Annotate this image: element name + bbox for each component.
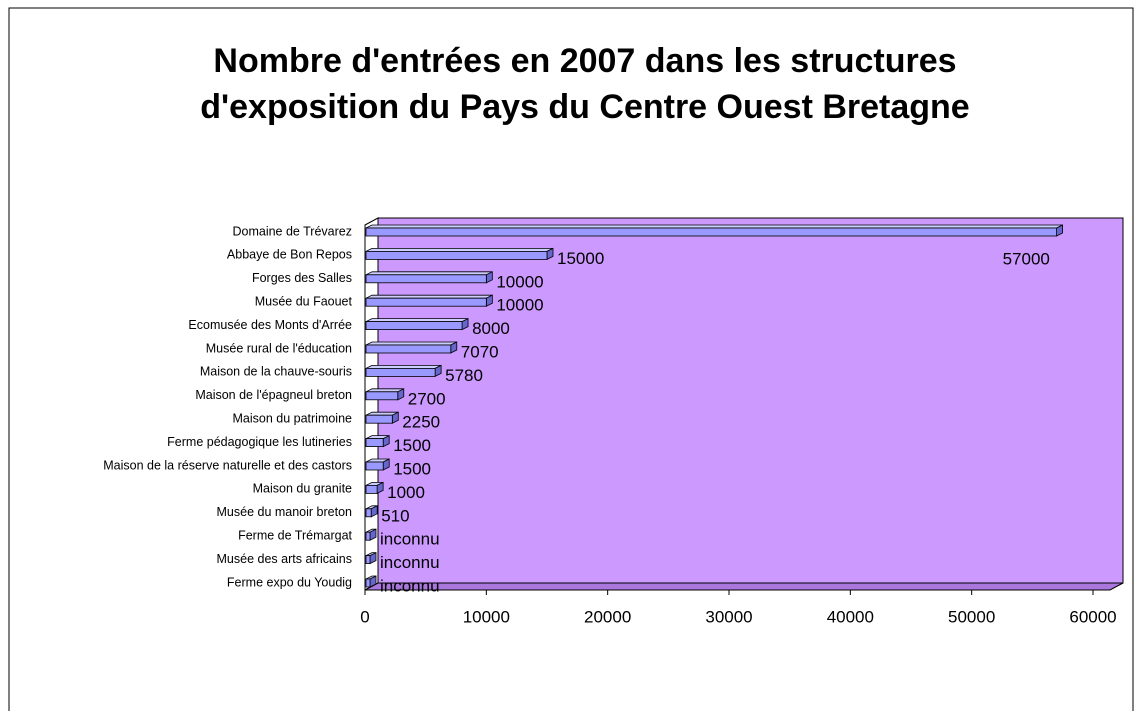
bar-top bbox=[365, 341, 457, 346]
bar-front bbox=[365, 508, 372, 518]
y-tick-label: Musée des arts africains bbox=[217, 552, 352, 566]
value-label: 7070 bbox=[461, 342, 499, 361]
bar bbox=[365, 294, 493, 307]
y-tick-label: Musée du manoir breton bbox=[217, 505, 353, 519]
value-label: 57000 bbox=[1003, 249, 1050, 268]
bar bbox=[365, 528, 377, 541]
bar-front bbox=[365, 391, 399, 401]
value-label: 15000 bbox=[557, 249, 604, 268]
x-tick-label: 0 bbox=[360, 607, 369, 626]
value-label: 10000 bbox=[496, 296, 543, 315]
y-tick-label: Domaine de Trévarez bbox=[232, 224, 352, 238]
y-tick-label: Abbaye de Bon Repos bbox=[227, 248, 352, 262]
y-tick-label: Maison du patrimoine bbox=[232, 411, 352, 425]
x-tick-label: 10000 bbox=[463, 607, 510, 626]
y-tick-label: Forges des Salles bbox=[252, 271, 352, 285]
bar-front bbox=[365, 438, 384, 448]
y-tick-label: Maison du granite bbox=[253, 482, 352, 496]
value-label: 10000 bbox=[496, 272, 543, 291]
bar-front bbox=[365, 321, 463, 331]
bar bbox=[365, 551, 377, 565]
bar-front bbox=[365, 274, 487, 284]
bar-front bbox=[365, 227, 1057, 237]
bar-front bbox=[365, 461, 384, 471]
value-label: 8000 bbox=[472, 319, 510, 338]
x-tick-label: 40000 bbox=[827, 607, 874, 626]
bar-top bbox=[365, 294, 493, 299]
bar bbox=[365, 224, 1063, 237]
value-label: inconnu bbox=[380, 553, 440, 572]
bar-top bbox=[365, 224, 1063, 229]
bar-top bbox=[365, 247, 554, 252]
x-tick-label: 60000 bbox=[1069, 607, 1116, 626]
bar bbox=[365, 364, 442, 378]
bar bbox=[365, 575, 377, 588]
value-label: 1500 bbox=[393, 459, 431, 478]
bar-top bbox=[365, 318, 469, 323]
bar-front bbox=[365, 297, 487, 307]
y-tick-label: Musée rural de l'éducation bbox=[206, 341, 352, 355]
bar bbox=[365, 341, 458, 354]
floor bbox=[364, 582, 1124, 591]
value-label: 2250 bbox=[402, 413, 440, 432]
x-tick-label: 50000 bbox=[948, 607, 995, 626]
bar-top bbox=[365, 364, 442, 369]
bar bbox=[365, 458, 390, 471]
y-tick-label: Ecomusée des Monts d'Arrée bbox=[188, 318, 352, 332]
bar-front bbox=[365, 555, 371, 564]
x-tick-label: 20000 bbox=[584, 607, 631, 626]
y-tick-label: Maison de l'épagneul breton bbox=[195, 388, 352, 402]
bar bbox=[365, 505, 378, 518]
chart-title: Nombre d'entrées en 2007 dans les struct… bbox=[200, 42, 970, 126]
bar-front bbox=[365, 531, 371, 541]
bar-front bbox=[365, 367, 436, 377]
bar bbox=[365, 317, 469, 331]
y-tick-label: Maison de la chauve-souris bbox=[200, 365, 352, 379]
value-label: 2700 bbox=[408, 389, 446, 408]
bar-front bbox=[365, 344, 452, 354]
bar-front bbox=[365, 578, 371, 588]
bar-front bbox=[365, 414, 393, 424]
bar-front bbox=[365, 250, 548, 260]
bar bbox=[365, 411, 399, 424]
bar-top bbox=[365, 271, 493, 276]
bar bbox=[365, 388, 405, 401]
x-tick-label: 30000 bbox=[705, 607, 752, 626]
y-tick-label: Ferme de Trémargat bbox=[238, 528, 352, 542]
value-label: 1000 bbox=[387, 483, 425, 502]
bar bbox=[365, 247, 554, 261]
bar-front bbox=[365, 484, 378, 494]
value-label: inconnu bbox=[380, 530, 440, 549]
value-label: 5780 bbox=[445, 366, 483, 385]
value-label: inconnu bbox=[380, 576, 440, 595]
y-tick-label: Maison de la réserve naturelle et des ca… bbox=[103, 458, 352, 472]
value-label: 1500 bbox=[393, 436, 431, 455]
y-tick-label: Ferme expo du Youdig bbox=[227, 575, 352, 589]
y-tick-label: Ferme pédagogique les lutineries bbox=[167, 435, 352, 449]
bar bbox=[365, 434, 390, 448]
bar bbox=[365, 271, 493, 284]
y-tick-label: Musée du Faouet bbox=[255, 294, 353, 308]
bar bbox=[365, 481, 384, 495]
value-label: 510 bbox=[381, 506, 409, 525]
